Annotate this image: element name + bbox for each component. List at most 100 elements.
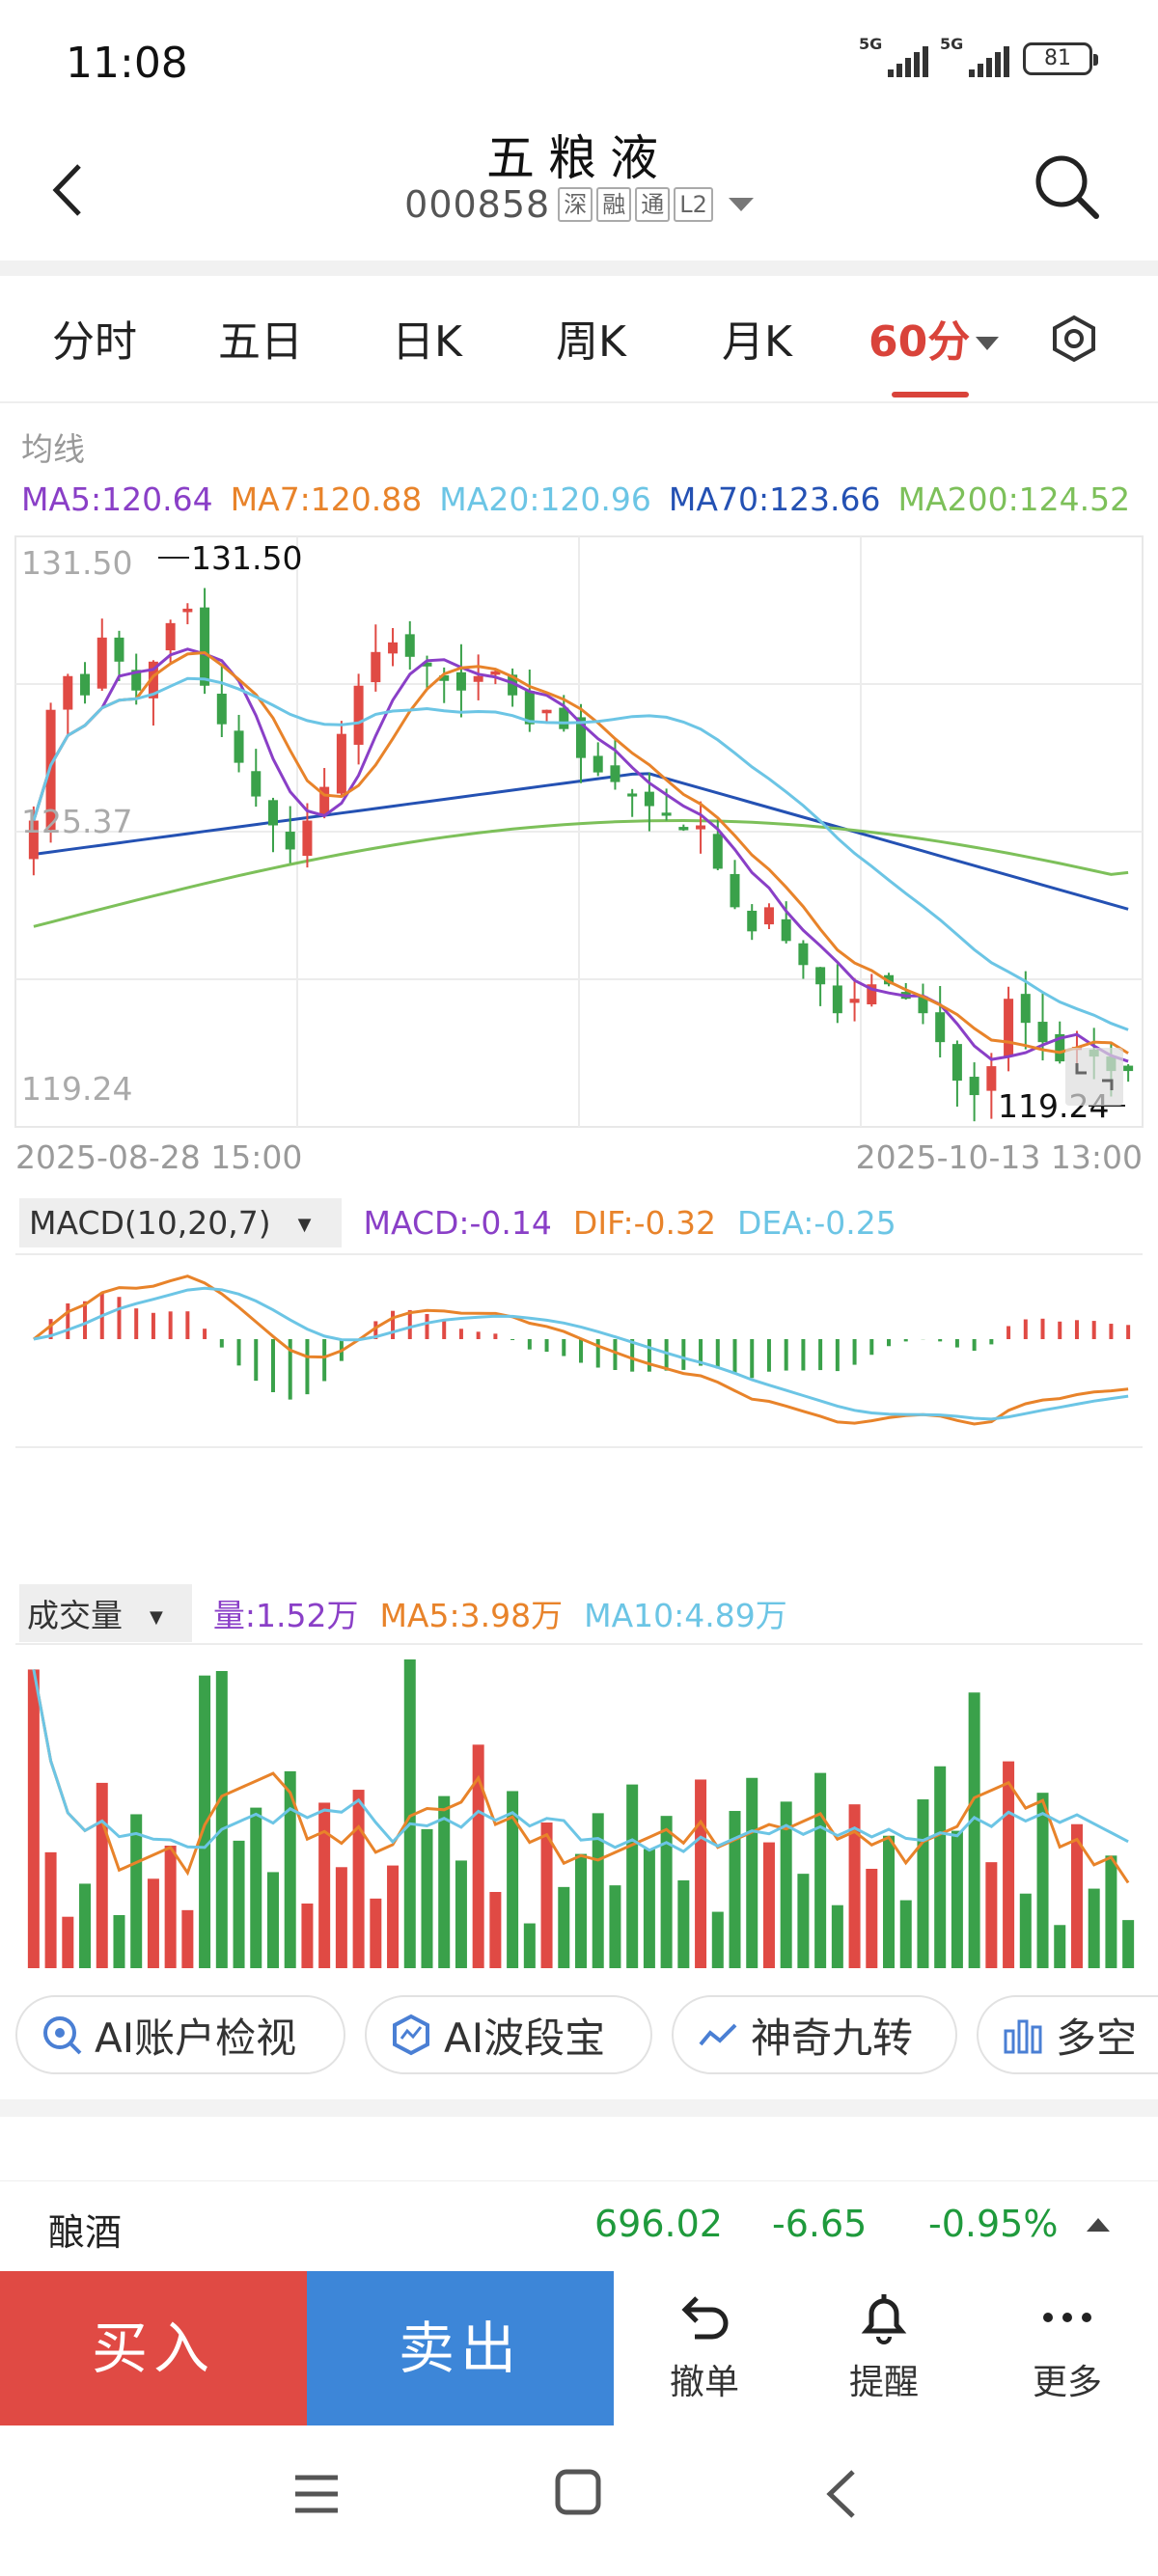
volume-ma5: MA5:3.98万: [379, 1597, 564, 1634]
volume-bar: [883, 1835, 896, 1968]
ma70-label: MA70:123.66: [668, 480, 881, 518]
back-button[interactable]: [48, 156, 106, 233]
ai-band-treasure-button[interactable]: AI波段宝: [365, 1995, 652, 2074]
back-triangle-icon[interactable]: [822, 2468, 861, 2520]
volume-bar: [1003, 1761, 1015, 1968]
battery-icon: 81: [1023, 42, 1098, 75]
candlestick: [747, 904, 758, 941]
tab-weekly-k[interactable]: 周K: [556, 317, 626, 367]
chart-settings-button[interactable]: [1050, 315, 1098, 363]
volume-ma5-line: [32, 1669, 1130, 1884]
volume-bar: [797, 1874, 810, 1968]
candlestick: [1004, 986, 1014, 1072]
candlestick: [267, 797, 278, 853]
fullscreen-icon[interactable]: [1065, 1048, 1123, 1106]
margin-tag: 融: [596, 187, 632, 222]
candlestick: [576, 703, 586, 783]
volume-legend: 成交量 ▼ 量:1.52万 MA5:3.98万 MA10:4.89万: [19, 1584, 809, 1642]
date-start: 2025-08-28 15:00: [15, 1138, 303, 1176]
hexagon-settings-icon: [1053, 315, 1095, 363]
price-axis-mid: 125.37: [21, 803, 132, 840]
alert-button[interactable]: 提醒: [826, 2288, 942, 2404]
volume-bar: [438, 1795, 451, 1968]
long-short-button[interactable]: 多空: [977, 1995, 1158, 2074]
ma200-line: [33, 818, 1129, 928]
volume-bar: [523, 1923, 536, 1968]
ai-account-review-button[interactable]: AI账户检视: [15, 1995, 345, 2074]
ma20-line: [32, 676, 1129, 1031]
search-button[interactable]: [1033, 152, 1102, 222]
candlestick: [182, 603, 193, 625]
volume-bar: [284, 1770, 296, 1968]
volume-selector-label: 成交量: [27, 1597, 123, 1634]
volume-bar: [27, 1669, 40, 1968]
trend-line-icon: [699, 2023, 737, 2046]
magic-nine-turn-button[interactable]: 神奇九转: [672, 1995, 957, 2074]
volume-bar: [677, 1879, 690, 1968]
tab-daily-k[interactable]: 日K: [392, 317, 462, 367]
price-axis-low: 119.24: [21, 1070, 132, 1108]
volume-bar: [233, 1840, 245, 1968]
date-axis: 2025-08-28 15:00 2025-10-13 13:00: [15, 1138, 1143, 1176]
volume-bar: [1036, 1793, 1049, 1968]
kline-chart-area[interactable]: 131.50 125.37 119.24 131.50 119.24: [0, 521, 1158, 1968]
stock-subtitle[interactable]: 000858 深 融 通 L2: [0, 183, 1158, 226]
pill-label: AI账户检视: [95, 2014, 297, 2062]
volume-bar: [507, 1791, 519, 1968]
volume-bar: [318, 1802, 331, 1968]
sell-button[interactable]: 卖出: [307, 2271, 614, 2425]
volume-bar: [266, 1872, 279, 1968]
expand-up-icon[interactable]: [1087, 2218, 1110, 2232]
candlestick: [1123, 1064, 1134, 1082]
volume-bar: [1105, 1855, 1117, 1968]
volume-bar: [660, 1816, 673, 1968]
ai-search-icon: [43, 2016, 82, 2055]
home-square-icon[interactable]: [554, 2468, 604, 2518]
sector-change: -6.65: [772, 2203, 868, 2245]
bar-chart-icon: [1004, 2019, 1042, 2054]
buy-button[interactable]: 买入: [0, 2271, 307, 2425]
candlestick: [730, 860, 740, 910]
candlestick: [96, 618, 107, 692]
candlestick: [336, 721, 346, 797]
macd-indicator-selector[interactable]: MACD(10,20,7) ▼: [19, 1197, 343, 1247]
tab-intraday[interactable]: 分时: [52, 317, 137, 367]
ma200-label: MA200:124.52: [897, 480, 1131, 518]
ma5-label: MA5:120.64: [21, 480, 213, 518]
volume-bar: [113, 1914, 125, 1968]
tab-five-day[interactable]: 五日: [218, 317, 303, 367]
alert-label: 提醒: [848, 2363, 919, 2402]
volume-bar: [1122, 1920, 1135, 1968]
volume-bar: [62, 1916, 74, 1968]
volume-bar: [814, 1772, 827, 1968]
cancel-order-label: 撤单: [669, 2363, 739, 2402]
dea-line: [33, 1286, 1129, 1421]
caret-down-icon: ▼: [150, 1607, 163, 1628]
dropdown-icon[interactable]: [728, 198, 754, 211]
candlestick: [884, 973, 895, 987]
candlestick: [404, 620, 415, 670]
divider: [0, 260, 1158, 276]
bell-icon: [861, 2294, 907, 2344]
divider: [0, 2099, 1158, 2117]
volume-ma10-line: [32, 1669, 1129, 1853]
candlestick: [216, 665, 227, 738]
ma-legend: 均线 MA5:120.64 MA7:120.88 MA20:120.96 MA70:12…: [21, 425, 1150, 525]
menu-icon[interactable]: [291, 2470, 342, 2518]
sector-ticker[interactable]: 酿酒 696.02 -6.65 -0.95%: [0, 2180, 1158, 2271]
candlestick: [969, 1062, 979, 1122]
cancel-order-button[interactable]: 撤单: [647, 2288, 762, 2404]
candlestick: [815, 967, 826, 1006]
candlestick: [455, 644, 466, 718]
dropdown-arrow-icon: [976, 337, 1000, 350]
market-tag: 深: [558, 187, 593, 222]
level2-tag: L2: [674, 187, 713, 222]
chevron-left-icon: [52, 164, 81, 216]
tab-monthly-k[interactable]: 月K: [722, 317, 792, 367]
candlestick: [610, 739, 620, 790]
volume-indicator-selector[interactable]: 成交量 ▼: [19, 1584, 192, 1642]
volume-bar: [985, 1862, 998, 1968]
more-button[interactable]: 更多: [1009, 2288, 1125, 2404]
tab-60min[interactable]: 60分: [868, 307, 1000, 369]
candlestick: [508, 668, 518, 707]
